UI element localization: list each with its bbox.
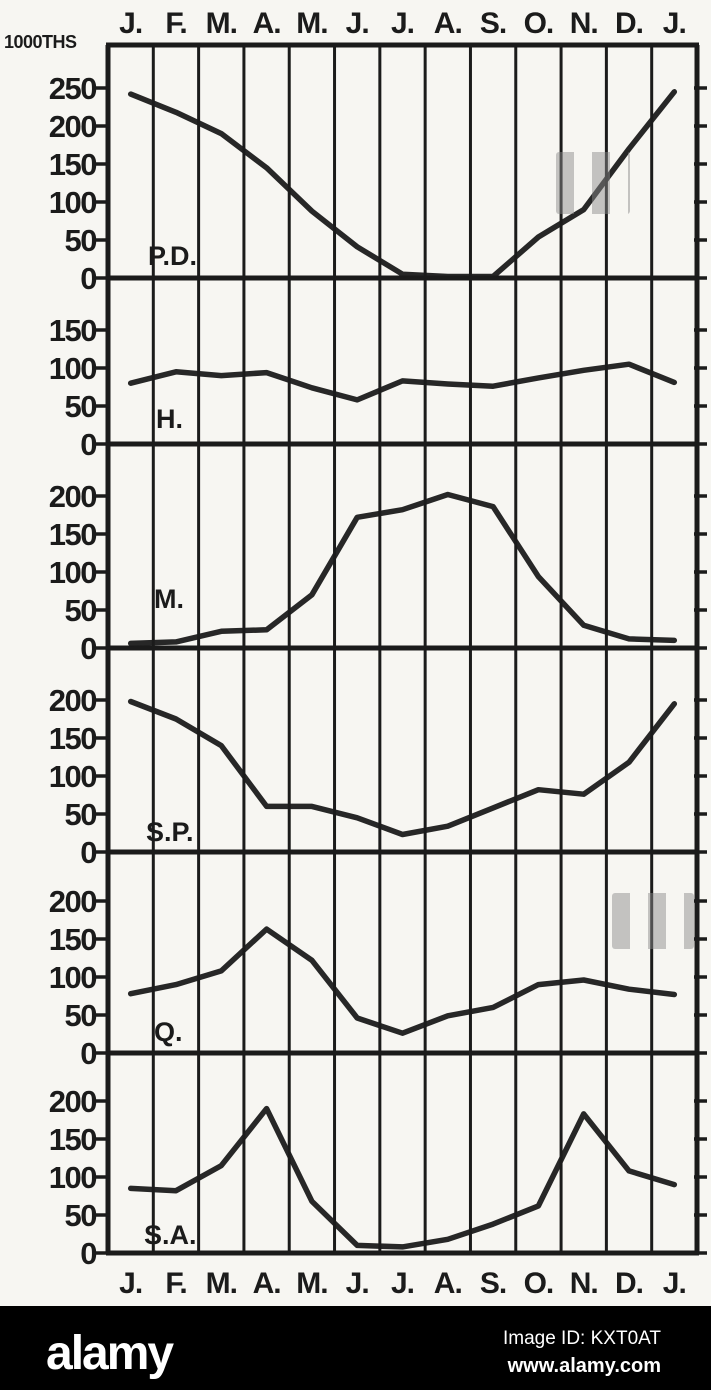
image-id-text: Image ID: KXT0AT [502, 1327, 661, 1349]
y-tick-label: 100 [49, 1160, 96, 1195]
y-tick-label: 100 [49, 185, 96, 220]
series-line-S.P. [127, 698, 678, 838]
month-label-bottom: S. [480, 1267, 506, 1300]
y-tick-label: 0 [80, 1236, 96, 1271]
month-label-bottom: J. [663, 1267, 686, 1300]
series-line-Q. [127, 926, 678, 1036]
y-tick-label: 150 [49, 147, 96, 182]
month-label-bottom: A. [434, 1267, 462, 1300]
month-label-top: M. [206, 7, 237, 40]
month-label-top: J. [346, 7, 369, 40]
y-tick-label: 200 [49, 109, 96, 144]
month-label-bottom: M. [206, 1267, 237, 1300]
month-label-bottom: F. [165, 1267, 186, 1300]
month-label-top: J. [391, 7, 414, 40]
y-tick-label: 100 [49, 960, 96, 995]
panel-label-H.: H. [156, 404, 183, 434]
month-label-top: J. [119, 7, 142, 40]
month-label-bottom: N. [570, 1267, 598, 1300]
alamy-logo: alamy [46, 1327, 174, 1380]
month-label-bottom: J. [346, 1267, 369, 1300]
month-label-top: M. [296, 7, 327, 40]
y-tick-label: 0 [80, 835, 96, 870]
y-tick-label: 50 [65, 389, 97, 424]
y-tick-label: 0 [80, 1036, 96, 1071]
month-label-bottom: J. [119, 1267, 142, 1300]
panel-label-S.P.: S.P. [146, 817, 194, 847]
month-label-top: F. [165, 7, 186, 40]
y-tick-label: 50 [65, 223, 97, 258]
month-label-bottom: O. [524, 1267, 554, 1300]
month-label-top: D. [615, 7, 643, 40]
alamy-url-text: www.alamy.com [507, 1354, 661, 1377]
month-label-bottom: M. [296, 1267, 327, 1300]
y-tick-label: 50 [65, 593, 97, 628]
y-tick-label: 200 [49, 683, 96, 718]
y-tick-label: 50 [65, 998, 97, 1033]
y-tick-label: 150 [49, 313, 96, 348]
y-tick-label: 200 [49, 479, 96, 514]
month-label-bottom: D. [615, 1267, 643, 1300]
month-label-bottom: A. [253, 1267, 281, 1300]
y-tick-label: 150 [49, 721, 96, 756]
panel-label-P.D.: P.D. [148, 241, 197, 271]
y-tick-label: 250 [49, 71, 96, 106]
y-tick-label: 50 [65, 797, 97, 832]
y-tick-label: 50 [65, 1198, 97, 1233]
month-label-top: S. [480, 7, 506, 40]
y-tick-label: 0 [80, 631, 96, 666]
month-label-top: J. [663, 7, 686, 40]
y-tick-label: 200 [49, 1084, 96, 1119]
panel-label-Q.: Q. [154, 1017, 183, 1047]
month-label-top: A. [253, 7, 281, 40]
panel-label-M.: M. [154, 584, 184, 614]
unit-label: 1000THS [4, 32, 77, 52]
series-line-M. [127, 491, 678, 647]
y-tick-label: 0 [80, 261, 96, 296]
y-tick-label: 100 [49, 351, 96, 386]
month-label-bottom: J. [391, 1267, 414, 1300]
y-tick-label: 150 [49, 517, 96, 552]
series-line-S.A. [127, 1105, 678, 1250]
alamy-watermark-bar: alamy Image ID: KXT0AT www.alamy.com [0, 1306, 711, 1390]
series-line-H. [127, 361, 678, 403]
y-tick-label: 100 [49, 759, 96, 794]
y-tick-label: 200 [49, 884, 96, 919]
panel-label-S.A.: S.A. [144, 1220, 197, 1250]
y-tick-label: 150 [49, 922, 96, 957]
month-label-top: A. [434, 7, 462, 40]
month-label-top: N. [570, 7, 598, 40]
y-tick-label: 0 [80, 427, 96, 462]
y-tick-label: 100 [49, 555, 96, 590]
month-label-top: O. [524, 7, 554, 40]
series-line-P.D. [127, 89, 678, 280]
alamy-meta: Image ID: KXT0AT www.alamy.com [503, 1329, 661, 1376]
y-tick-label: 150 [49, 1122, 96, 1157]
